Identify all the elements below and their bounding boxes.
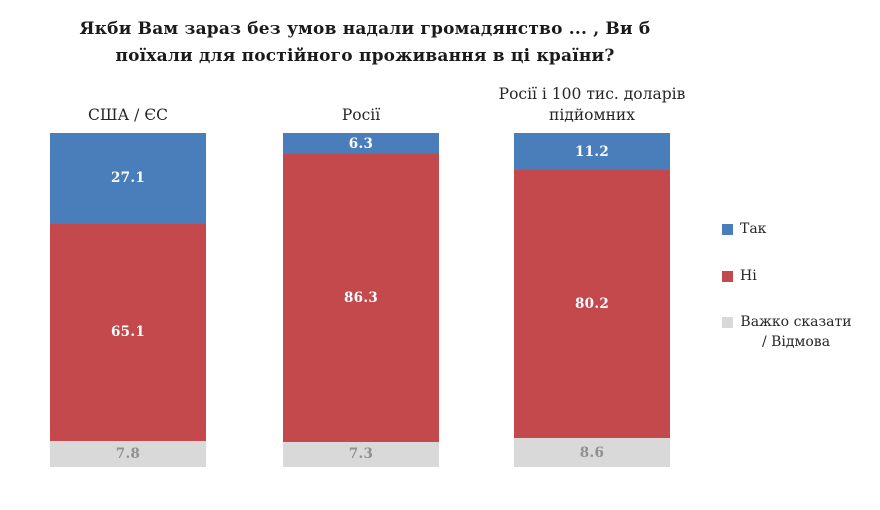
category-label-russia-money: Росії і 100 тис. доларів підйомних [498,85,686,125]
stacked-bar-russia: 6.3 86.3 7.3 [283,133,439,467]
value-label-hard-to-say: 7.3 [348,446,374,463]
legend-swatch-yes-icon [722,224,733,235]
bar-group-usa-eu: США / ЄС 27.1 65.1 7.8 [8,0,248,467]
value-label-no: 86.3 [343,290,379,307]
value-label-hard-to-say: 8.6 [579,444,605,461]
stacked-bar-russia-money: 11.2 80.2 8.6 [514,133,670,467]
bar-segment-no: 65.1 [50,223,206,441]
category-label-russia: Росії [341,106,381,125]
bar-segment-no: 80.2 [514,170,670,439]
legend: Так Ні Важко сказати / Відмова [722,220,872,379]
bar-segment-no: 86.3 [283,154,439,443]
bar-segment-hard-to-say: 7.8 [50,440,206,467]
legend-item-no: Ні [722,267,872,287]
bar-segment-yes: 11.2 [514,133,670,171]
value-label-no: 65.1 [110,324,146,341]
value-label-hard-to-say: 7.8 [115,445,141,462]
value-label-yes: 27.1 [110,170,146,187]
bar-segment-hard-to-say: 8.6 [514,438,670,467]
legend-item-yes: Так [722,220,872,240]
value-label-yes: 6.3 [348,135,374,152]
chart-title: Якби Вам зараз без умов надали громадянс… [79,19,651,67]
bar-segment-hard-to-say: 7.3 [283,442,439,467]
bar-group-russia-money: Росії і 100 тис. доларів підйомних 11.2 … [472,0,712,467]
legend-swatch-hard-to-say-icon [722,317,733,329]
category-label-usa-eu: США / ЄС [87,106,169,125]
legend-label-yes: Так [740,221,767,237]
legend-label-no: Ні [740,267,757,284]
value-label-yes: 11.2 [574,143,610,160]
value-label-no: 80.2 [574,296,610,313]
bar-segment-yes: 6.3 [283,133,439,155]
legend-swatch-no-icon [722,270,733,282]
legend-item-hard-to-say: Важко сказати / Відмова [722,313,872,352]
legend-label-hard-to-say: Важко сказати / Відмова [740,314,852,350]
stacked-bar-usa-eu: 27.1 65.1 7.8 [50,133,206,467]
bar-group-russia: Росії 6.3 86.3 7.3 [241,0,481,467]
bar-segment-yes: 27.1 [50,133,206,224]
